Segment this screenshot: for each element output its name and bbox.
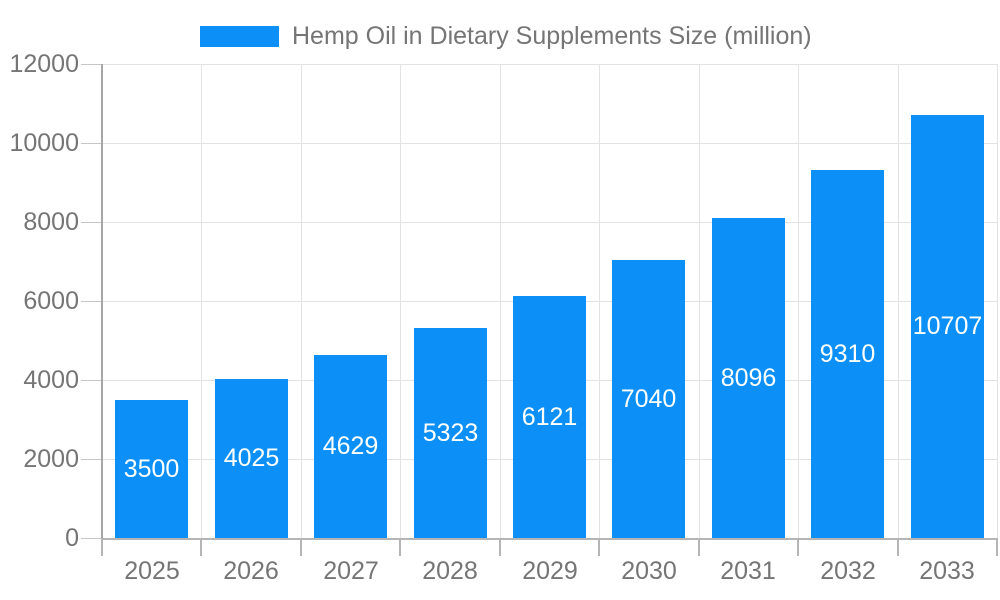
bar[interactable]: 7040 — [612, 260, 685, 538]
bar[interactable]: 3500 — [115, 400, 188, 538]
x-tick — [996, 538, 998, 556]
x-tick — [897, 538, 899, 556]
gridline-v — [898, 64, 899, 538]
y-axis-label: 8000 — [23, 208, 79, 236]
x-axis-label: 2031 — [720, 557, 776, 585]
y-axis-label: 10000 — [9, 129, 79, 157]
y-tick — [81, 301, 102, 302]
y-tick — [81, 222, 102, 223]
bar-value-label: 4629 — [322, 432, 379, 460]
y-tick — [81, 143, 102, 144]
x-axis-label: 2033 — [919, 557, 975, 585]
x-tick — [200, 538, 202, 556]
x-tick — [300, 538, 302, 556]
x-axis-label: 2029 — [522, 557, 578, 585]
gridline-v — [997, 64, 998, 538]
bar-value-label: 10707 — [912, 312, 983, 340]
bar-value-label: 3500 — [123, 454, 180, 483]
y-tick — [81, 380, 102, 381]
gridline-v — [500, 64, 501, 538]
x-axis-label: 2028 — [422, 557, 478, 585]
gridline-h — [102, 222, 997, 223]
gridline-v — [798, 64, 799, 538]
bar[interactable]: 10707 — [911, 115, 984, 538]
bar-value-label: 8096 — [720, 363, 777, 392]
y-axis-label: 4000 — [23, 366, 79, 394]
gridline-v — [201, 64, 202, 538]
bar[interactable]: 5323 — [414, 328, 487, 538]
bar[interactable]: 9310 — [811, 170, 884, 538]
x-tick — [797, 538, 799, 556]
x-tick — [499, 538, 501, 556]
bar-value-label: 9310 — [819, 339, 876, 368]
y-axis-label: 2000 — [23, 445, 79, 473]
bar-value-label: 5323 — [422, 418, 479, 447]
y-axis-line — [101, 64, 103, 538]
y-axis-label: 0 — [65, 524, 79, 552]
gridline-h — [102, 143, 997, 144]
gridline-v — [599, 64, 600, 538]
y-tick — [81, 64, 102, 65]
bar[interactable]: 4629 — [314, 355, 387, 538]
bar-value-label: 4025 — [223, 444, 280, 472]
gridline-v — [301, 64, 302, 538]
x-tick — [101, 538, 103, 556]
y-axis-label: 12000 — [9, 50, 79, 78]
bar-value-label: 7040 — [620, 384, 677, 413]
y-tick — [81, 538, 102, 539]
y-tick — [81, 459, 102, 460]
gridline-v — [400, 64, 401, 538]
bar[interactable]: 8096 — [712, 218, 785, 538]
x-axis-label: 2032 — [820, 557, 876, 585]
gridline-v — [699, 64, 700, 538]
legend[interactable]: Hemp Oil in Dietary Supplements Size (mi… — [200, 22, 812, 51]
x-tick — [698, 538, 700, 556]
x-tick — [598, 538, 600, 556]
legend-swatch — [200, 26, 279, 47]
bar[interactable]: 4025 — [215, 379, 288, 538]
x-axis-label: 2025 — [124, 557, 180, 585]
legend-label: Hemp Oil in Dietary Supplements Size (mi… — [292, 22, 812, 50]
bar[interactable]: 6121 — [513, 296, 586, 538]
x-axis-label: 2027 — [323, 557, 379, 585]
gridline-h — [102, 64, 997, 65]
x-axis-line — [102, 538, 997, 540]
y-axis-label: 6000 — [23, 287, 79, 315]
bar-value-label: 6121 — [521, 402, 578, 431]
x-axis-label: 2026 — [223, 557, 279, 585]
x-axis-label: 2030 — [621, 557, 677, 585]
x-tick — [399, 538, 401, 556]
